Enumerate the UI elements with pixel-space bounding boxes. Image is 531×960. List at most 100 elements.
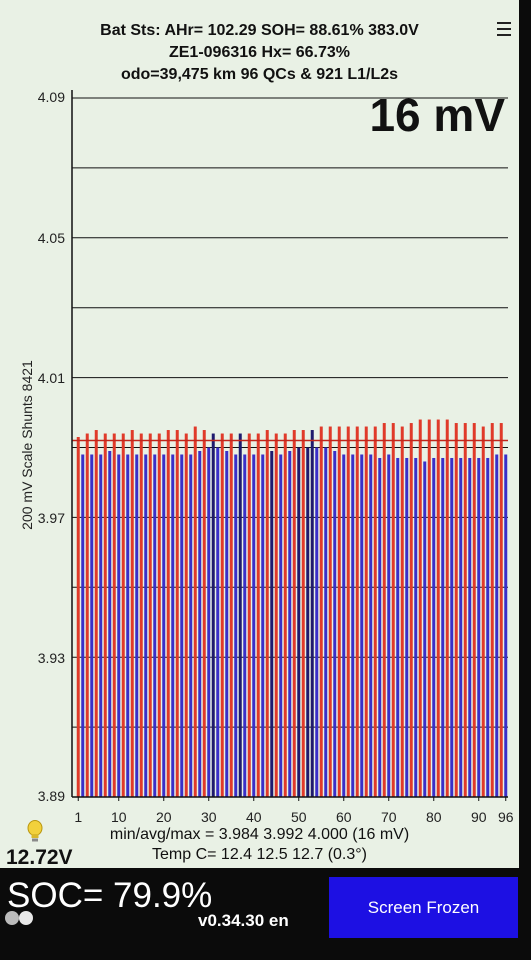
- cell-bar: [414, 457, 418, 797]
- cell-bar: [247, 433, 251, 797]
- cell-bar: [486, 457, 490, 797]
- cell-bar: [432, 457, 436, 797]
- cell-bar: [238, 433, 242, 797]
- cell-bar: [504, 454, 508, 797]
- cell-voltage-chart: 1 10 20 30 40 50 60 70 80 90 96: [71, 90, 514, 825]
- cell-bar: [198, 450, 202, 797]
- cell-bar: [193, 426, 197, 797]
- cell-bar: [472, 423, 476, 797]
- cell-bar: [108, 450, 112, 797]
- cell-bar: [175, 430, 179, 797]
- cell-bar: [189, 454, 193, 797]
- x-tick-label: 1: [74, 809, 82, 825]
- cell-bar: [396, 457, 400, 797]
- cell-bar: [360, 454, 364, 797]
- cell-bar: [342, 454, 346, 797]
- cell-bar: [297, 447, 301, 797]
- cell-bar: [121, 433, 125, 797]
- battery-status-line: Bat Sts: AHr= 102.29 SOH= 88.61% 383.0V: [100, 22, 419, 39]
- cell-bar: [229, 433, 233, 797]
- cell-bar: [76, 437, 80, 797]
- cell-bar: [450, 457, 454, 797]
- cell-bar: [387, 454, 391, 797]
- cell-bar: [324, 447, 328, 797]
- cell-bar: [306, 447, 310, 797]
- cell-bar: [445, 419, 449, 797]
- cell-bar: [130, 430, 134, 797]
- vin-health-line: ZE1-096316 Hx= 66.73%: [168, 44, 350, 61]
- y-tick-label: 4.01: [37, 370, 65, 386]
- y-tick-label: 3.89: [37, 788, 65, 804]
- cell-bar: [112, 433, 116, 797]
- screen-frozen-button[interactable]: Screen Frozen: [329, 877, 518, 938]
- cell-bar: [405, 457, 409, 797]
- cell-bar: [81, 454, 85, 797]
- cell-bar: [94, 430, 98, 797]
- y-tick-label: 4.05: [37, 230, 65, 246]
- cell-bar: [310, 430, 314, 797]
- cell-bar: [207, 447, 211, 797]
- cell-bar: [301, 430, 305, 797]
- y-tick-label: 4.09: [37, 89, 65, 105]
- cell-bar: [369, 454, 373, 797]
- cell-bar: [171, 454, 175, 797]
- cell-bar: [135, 454, 139, 797]
- cell-bar: [90, 454, 94, 797]
- cell-bar: [441, 457, 445, 797]
- cell-bar: [234, 454, 238, 797]
- cell-bar: [103, 433, 107, 797]
- cell-bar: [256, 433, 260, 797]
- cell-bar: [126, 454, 130, 797]
- cell-bar: [202, 430, 206, 797]
- cell-bar: [225, 450, 229, 797]
- cell-bar: [139, 433, 143, 797]
- cell-bar: [162, 454, 166, 797]
- cell-bar: [274, 433, 278, 797]
- cell-bar: [333, 450, 337, 797]
- cell-bar: [180, 454, 184, 797]
- x-tick-label: 70: [381, 809, 397, 825]
- cell-bar: [436, 419, 440, 797]
- cell-bar: [166, 430, 170, 797]
- cell-bar: [315, 447, 319, 797]
- cell-bar: [144, 454, 148, 797]
- cell-bar: [459, 457, 463, 797]
- cell-bar: [418, 419, 422, 797]
- cell-bar: [346, 426, 350, 797]
- cell-bar: [153, 454, 157, 797]
- cell-bar: [283, 433, 287, 797]
- app-screen: Bat Sts: AHr= 102.29 SOH= 88.61% 383.0V …: [0, 0, 519, 868]
- x-tick-label: 10: [111, 809, 127, 825]
- circles-icon: [5, 910, 41, 926]
- min-avg-max-text: min/avg/max = 3.984 3.992 4.000 (16 mV): [109, 826, 410, 843]
- cell-bar: [85, 433, 89, 797]
- cell-bar: [265, 430, 269, 797]
- cell-bar: [157, 433, 161, 797]
- cell-bar: [337, 426, 341, 797]
- bulb-icon[interactable]: [26, 820, 44, 849]
- version-label: v0.34.30 en: [198, 911, 289, 930]
- y-axis-label: 200 mV Scale Shunts 8421: [19, 360, 35, 530]
- cell-bar: [328, 426, 332, 797]
- cell-bar: [319, 426, 323, 797]
- cell-bar: [364, 426, 368, 797]
- cell-bar: [382, 423, 386, 797]
- cell-bar: [490, 423, 494, 797]
- cell-bar: [427, 419, 431, 797]
- cell-bar: [252, 454, 256, 797]
- cell-bar: [184, 433, 188, 797]
- cell-bar: [409, 423, 413, 797]
- cell-bar: [355, 426, 359, 797]
- cell-bar: [391, 423, 395, 797]
- cell-bar: [378, 457, 382, 797]
- menu-icon[interactable]: [497, 22, 511, 36]
- cell-bar: [243, 454, 247, 797]
- x-tick-label: 96: [498, 809, 514, 825]
- y-tick-label: 3.97: [37, 510, 65, 526]
- cell-bar: [117, 454, 121, 797]
- state-of-charge: SOC= 79.9%: [7, 876, 213, 915]
- x-tick-label: 40: [246, 809, 262, 825]
- cell-bar: [495, 454, 499, 797]
- x-tick-label: 20: [156, 809, 172, 825]
- x-tick-label: 80: [426, 809, 442, 825]
